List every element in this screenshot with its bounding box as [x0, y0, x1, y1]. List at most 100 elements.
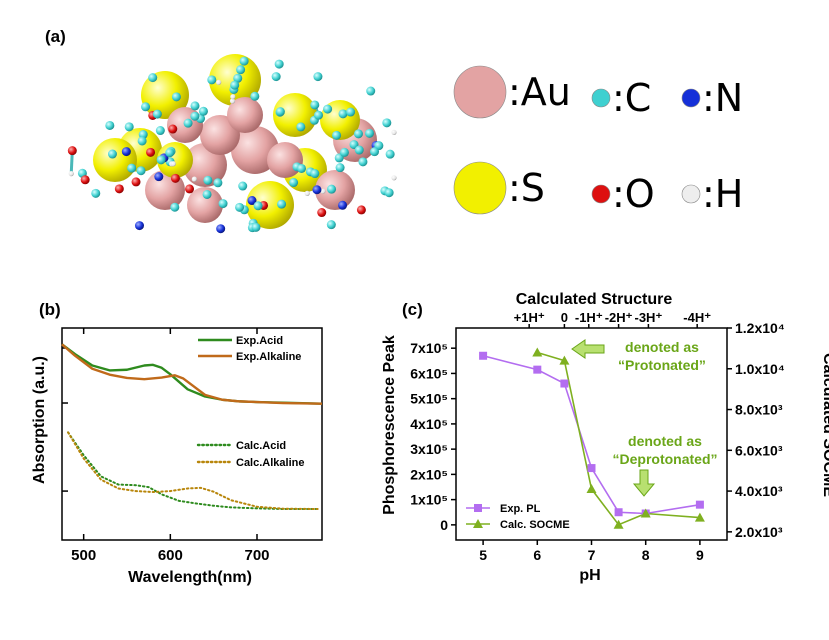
- atom: [236, 65, 246, 75]
- atom: [127, 163, 137, 173]
- legend-label: Calc. SOCME: [500, 519, 570, 531]
- atom: [105, 120, 115, 130]
- legend-item-label: :Au: [508, 70, 571, 114]
- atom: [231, 126, 279, 174]
- atom: [338, 200, 348, 210]
- atom: [131, 177, 141, 187]
- atom: [277, 199, 287, 209]
- atom: [207, 75, 217, 85]
- atom: [107, 149, 117, 159]
- atom: [218, 199, 228, 209]
- atom: [203, 175, 213, 185]
- y-right-tick-label: 4.0x10³: [735, 483, 783, 499]
- series-line: [61, 343, 323, 405]
- atom-swatch-icon: [681, 184, 701, 204]
- atom: [141, 102, 151, 112]
- top-tick-label: +1H⁺: [514, 310, 545, 325]
- data-point: [694, 512, 705, 522]
- data-point: [560, 379, 569, 388]
- y-tick-label: 2x10⁵: [410, 466, 448, 482]
- y-right-tick-label: 6.0x10³: [735, 442, 783, 458]
- atom: [385, 149, 395, 159]
- annotation-text: “Protonated”: [618, 357, 706, 373]
- atom: [183, 118, 193, 128]
- atom: [289, 178, 299, 188]
- annotation-text: denoted as: [628, 433, 702, 449]
- atom: [68, 171, 74, 177]
- atom: [327, 184, 337, 194]
- panel-b-label: (b): [39, 300, 61, 319]
- atom: [191, 176, 197, 182]
- atom: [165, 148, 175, 158]
- atom: [304, 190, 310, 196]
- series-line: [67, 431, 319, 511]
- atom: [156, 155, 166, 165]
- atom: [312, 185, 322, 195]
- atom: [323, 104, 333, 114]
- atom-swatch-icon: [591, 184, 611, 204]
- atom: [238, 181, 248, 191]
- atom: [137, 136, 147, 146]
- data-point: [640, 508, 651, 518]
- atom: [170, 161, 176, 167]
- atom: [332, 130, 342, 140]
- x-tick-label: 6: [533, 547, 541, 563]
- plot-frame: [61, 327, 323, 541]
- annotation-text: denoted as: [625, 339, 699, 355]
- legend-item: :N: [680, 76, 743, 120]
- atom: [230, 80, 240, 90]
- data-point: [586, 484, 597, 494]
- atom: [353, 129, 363, 139]
- data-point: [532, 347, 543, 357]
- panel-a-label: (a): [45, 27, 66, 46]
- legend-item: :Au: [452, 64, 571, 120]
- y-tick-label: 6x10⁵: [410, 365, 448, 381]
- atom: [198, 106, 208, 116]
- molecule-structure-image: [67, 54, 397, 234]
- atom: [354, 145, 364, 155]
- data-point: [533, 365, 542, 374]
- chart-b-y-label: Absorption (a.u.): [31, 356, 48, 484]
- atom: [358, 157, 368, 167]
- top-tick-label: -4H⁺: [683, 310, 711, 325]
- y-right-tick-label: 2.0x10³: [735, 524, 783, 540]
- data-point: [479, 351, 488, 360]
- atom: [326, 220, 336, 230]
- y-tick-label: 1x10⁵: [410, 492, 448, 508]
- atom: [246, 181, 294, 229]
- x-tick-label: 600: [158, 547, 183, 564]
- top-tick-label: 0: [561, 310, 568, 325]
- atom: [339, 147, 349, 157]
- legend-label: Exp. PL: [500, 503, 541, 515]
- atom: [114, 184, 124, 194]
- atom: [391, 175, 397, 181]
- atom: [154, 172, 164, 182]
- atom: [190, 111, 200, 121]
- atom: [216, 79, 222, 85]
- atom: [251, 222, 261, 232]
- atom: [134, 221, 144, 231]
- atom: [229, 98, 236, 104]
- chart-c-title: Calculated Structure: [516, 291, 673, 308]
- annotation-arrow: [571, 339, 605, 359]
- data-point: [559, 355, 570, 365]
- top-tick-label: -3H⁺: [635, 310, 663, 325]
- atom: [346, 107, 356, 117]
- legend-item: :C: [590, 76, 651, 120]
- annotation-arrow: [632, 469, 656, 497]
- atom-swatch-icon: [453, 161, 507, 215]
- chart-c-y-label: Phosphorescence Peak: [381, 335, 398, 515]
- x-tick-label: 500: [71, 547, 96, 564]
- atom: [271, 72, 281, 82]
- atom: [239, 56, 249, 66]
- atom: [121, 147, 131, 157]
- legend-label: Exp.Alkaline: [236, 351, 301, 363]
- y-tick-label: 3x10⁵: [410, 441, 448, 457]
- atom: [384, 188, 394, 198]
- series-line: [537, 351, 700, 526]
- y-tick-label: 0: [440, 517, 448, 533]
- atom: [235, 202, 245, 212]
- atom: [310, 100, 320, 110]
